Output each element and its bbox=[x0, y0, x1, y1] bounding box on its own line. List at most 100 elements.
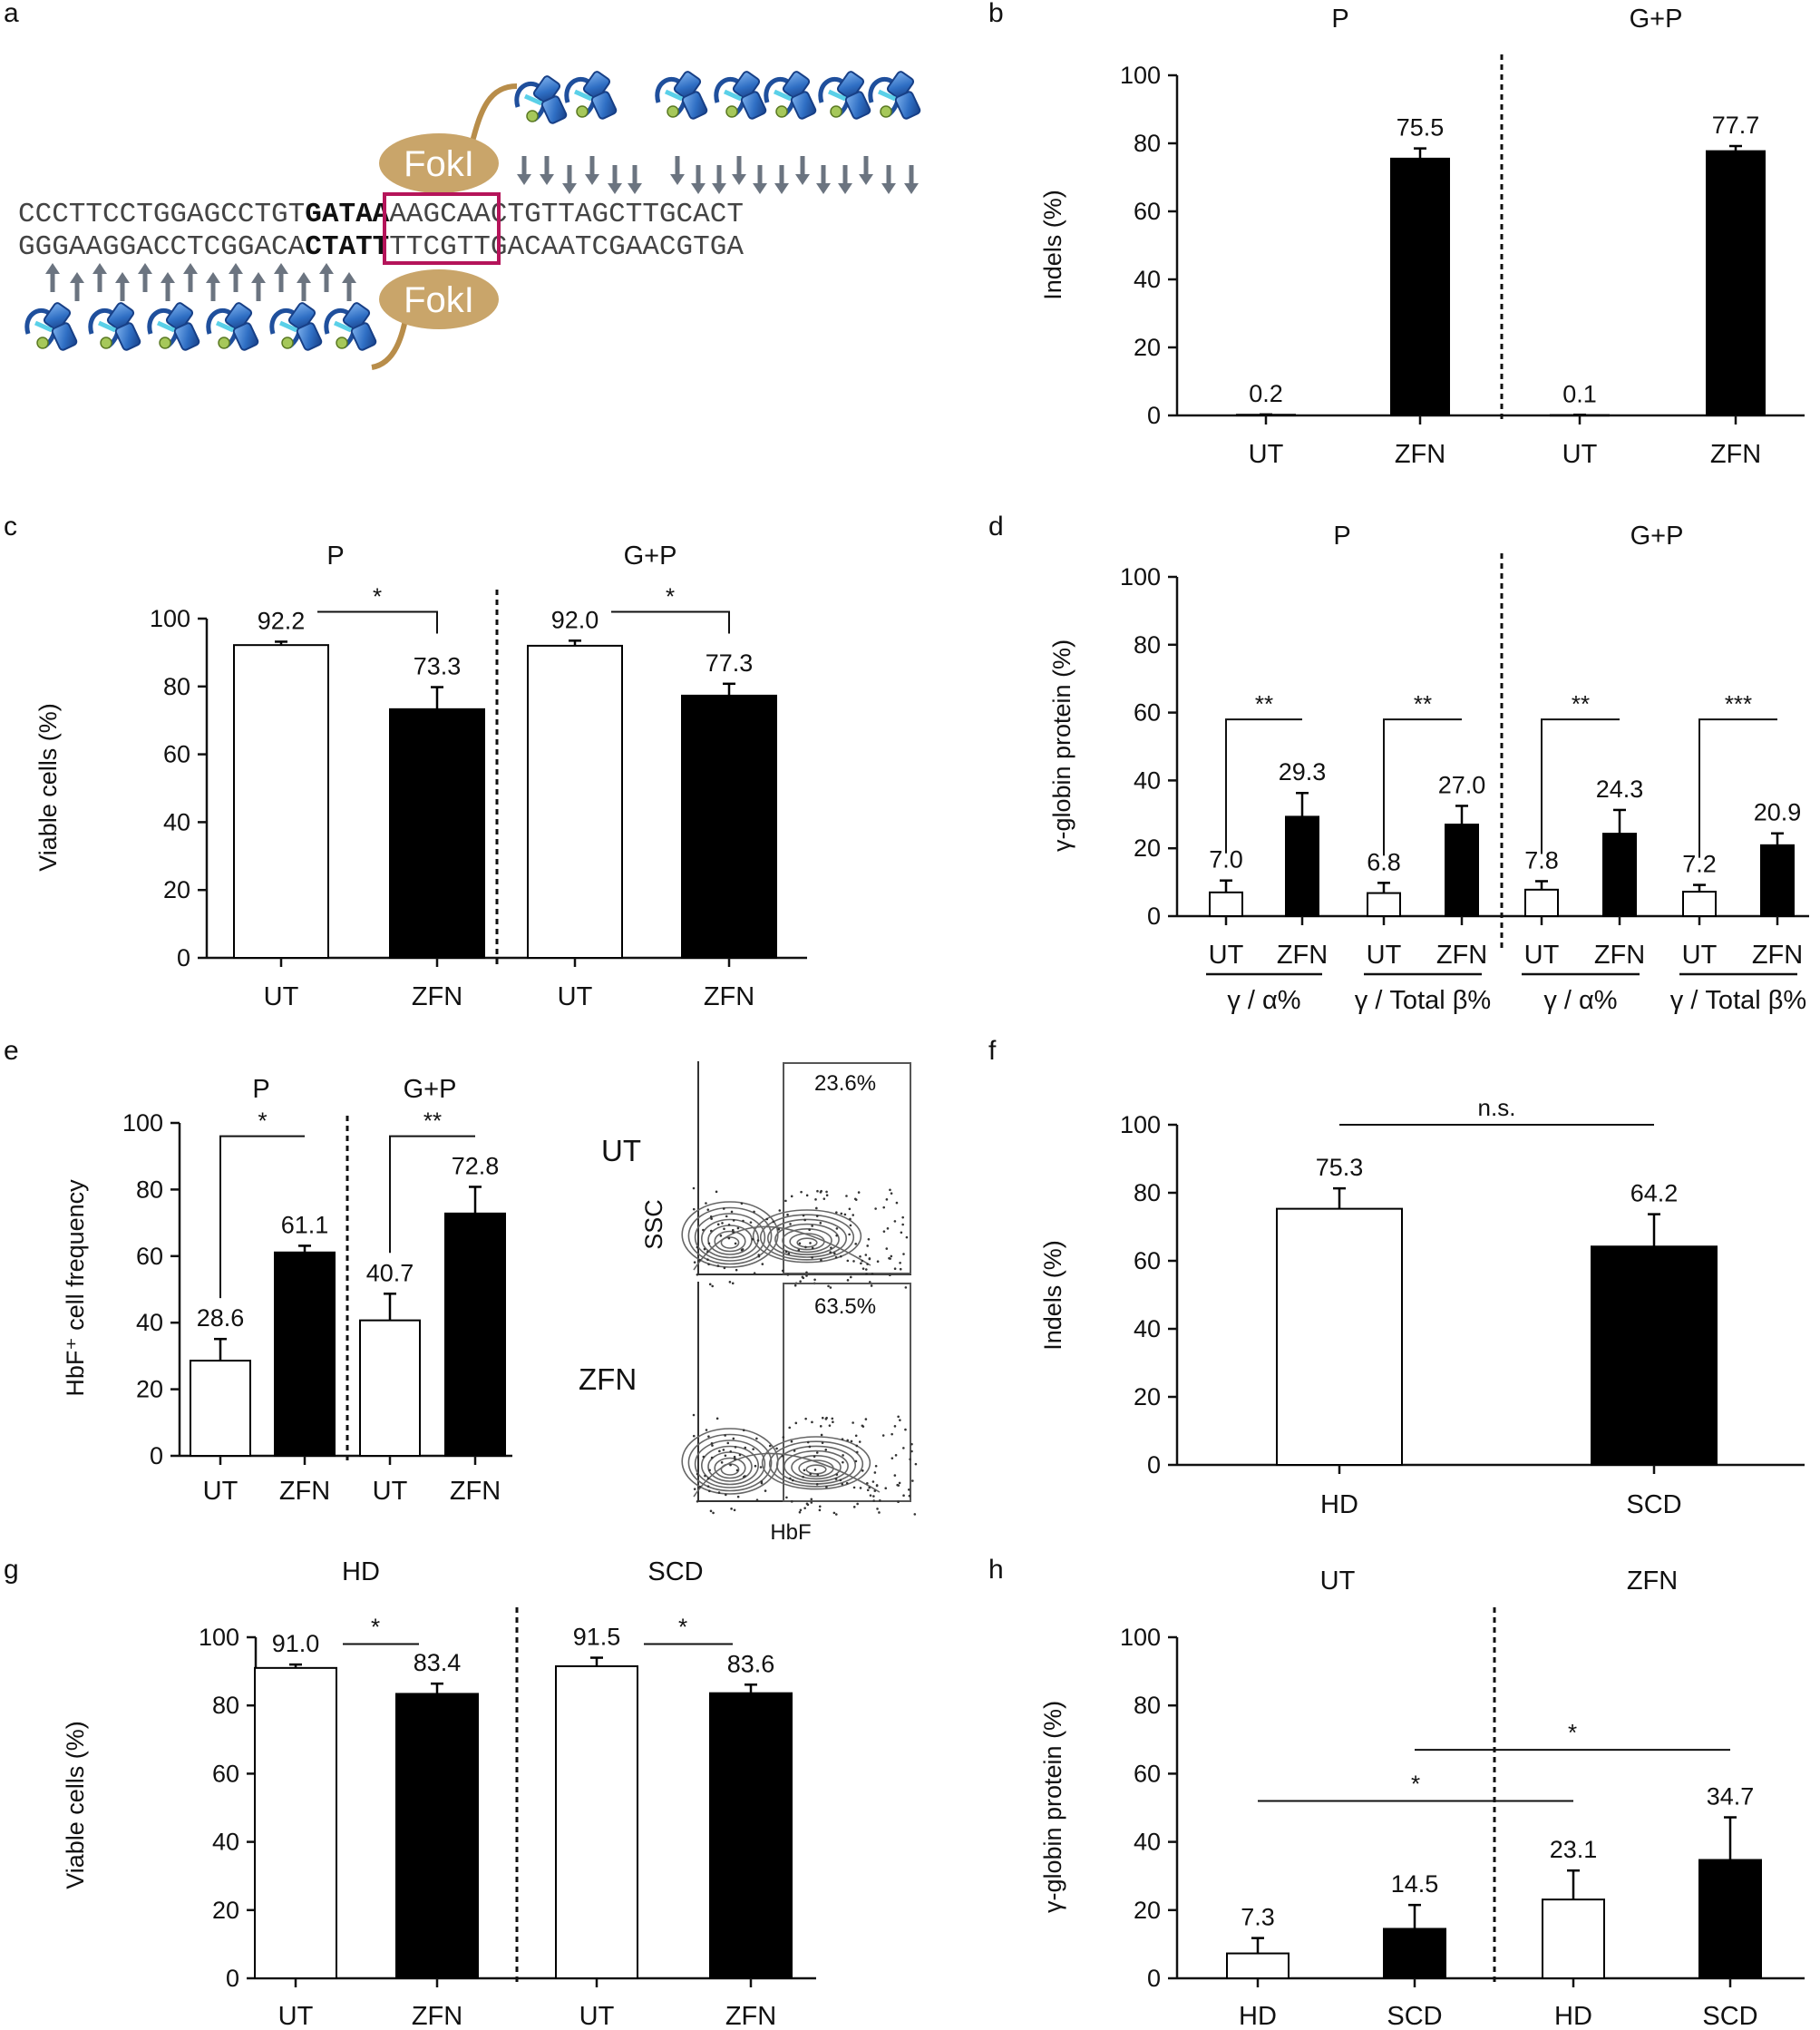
event-dot bbox=[716, 1223, 720, 1226]
event-dot bbox=[868, 1486, 871, 1489]
event-dot bbox=[889, 1274, 891, 1277]
event-dot bbox=[712, 1511, 715, 1515]
event-dot bbox=[904, 1286, 908, 1289]
event-dot bbox=[790, 1440, 793, 1443]
event-dot bbox=[810, 1501, 813, 1504]
event-dot bbox=[802, 1214, 805, 1217]
event-dot bbox=[831, 1417, 834, 1420]
data-label: 23.1 bbox=[1550, 1836, 1598, 1863]
event-dot bbox=[799, 1508, 803, 1512]
event-dot bbox=[881, 1434, 885, 1437]
event-dot bbox=[834, 1513, 838, 1516]
significance-label: *** bbox=[1725, 690, 1752, 717]
x-tick-label: HD bbox=[1239, 2002, 1277, 2030]
significance-bracket bbox=[317, 610, 438, 634]
event-dot bbox=[741, 1248, 745, 1251]
density-contour bbox=[768, 1440, 864, 1488]
event-dot bbox=[898, 1481, 901, 1485]
bar bbox=[1542, 1898, 1605, 1980]
panel-label-b: b bbox=[988, 0, 1004, 28]
event-dot bbox=[849, 1224, 852, 1227]
event-dot bbox=[846, 1439, 850, 1442]
event-dot bbox=[753, 1272, 756, 1274]
event-dot bbox=[790, 1195, 793, 1198]
event-dot bbox=[861, 1259, 864, 1263]
bar bbox=[1285, 815, 1319, 918]
event-dot bbox=[813, 1278, 816, 1282]
x-tick-label: UT bbox=[558, 982, 593, 1011]
event-dot bbox=[913, 1513, 917, 1516]
event-dot bbox=[730, 1508, 733, 1510]
event-dot bbox=[828, 1424, 832, 1427]
event-dot bbox=[866, 1488, 870, 1492]
significance-bracket bbox=[611, 610, 730, 634]
event-dot bbox=[710, 1217, 713, 1220]
y-tick-label: 20 bbox=[136, 1376, 163, 1403]
bar bbox=[1226, 1952, 1290, 1980]
event-dot bbox=[722, 1207, 725, 1210]
density-contour bbox=[687, 1206, 773, 1265]
event-dot bbox=[825, 1416, 828, 1420]
fokl-label-top: FokI bbox=[404, 144, 474, 184]
event-dot bbox=[890, 1192, 893, 1195]
event-dot bbox=[790, 1500, 793, 1503]
event-dot bbox=[749, 1221, 753, 1224]
chart-indels-f: 0 20 40 60 80 100 Indels (%) 75.3 HD 64.2 SCD n.s. bbox=[1039, 1094, 1805, 1519]
x-tick-label: SCD bbox=[1387, 2002, 1442, 2030]
event-dot bbox=[866, 1481, 869, 1485]
group-label: SCD bbox=[647, 1557, 703, 1586]
panel-label-e: e bbox=[4, 1036, 19, 1066]
significance-label: ** bbox=[1255, 690, 1273, 717]
event-dot bbox=[905, 1235, 909, 1239]
x-tick-label: UT bbox=[203, 1477, 238, 1506]
density-contour bbox=[782, 1227, 832, 1254]
bar bbox=[444, 1212, 506, 1457]
x-tick-label: UT bbox=[1249, 440, 1284, 469]
event-dot bbox=[849, 1217, 852, 1221]
event-dot bbox=[850, 1440, 853, 1443]
event-dot bbox=[825, 1190, 828, 1194]
significance-bracket bbox=[1383, 718, 1462, 856]
event-dot bbox=[816, 1473, 820, 1477]
event-dot bbox=[854, 1459, 858, 1463]
event-dot bbox=[715, 1417, 719, 1420]
event-dot bbox=[742, 1429, 745, 1432]
data-label: 64.2 bbox=[1630, 1180, 1679, 1207]
y-axis-label: γ-globin protein (%) bbox=[1048, 639, 1075, 852]
event-dot bbox=[751, 1237, 754, 1241]
event-dot bbox=[787, 1252, 791, 1255]
event-dot bbox=[715, 1190, 718, 1194]
event-dot bbox=[855, 1444, 859, 1448]
data-label: 0.2 bbox=[1249, 380, 1283, 407]
density-contour bbox=[700, 1445, 759, 1486]
zinc-finger-array-bottom bbox=[27, 302, 411, 370]
event-dot bbox=[866, 1244, 869, 1247]
event-dot bbox=[839, 1479, 842, 1482]
event-dot bbox=[710, 1441, 714, 1445]
density-contour bbox=[694, 1213, 766, 1262]
event-dot bbox=[793, 1283, 797, 1287]
bar bbox=[395, 1693, 479, 1980]
event-dot bbox=[728, 1281, 732, 1283]
event-dot bbox=[711, 1444, 714, 1447]
event-dot bbox=[717, 1491, 721, 1494]
event-dot bbox=[860, 1262, 862, 1265]
y-axis-label: HbF⁺ cell frequency bbox=[62, 1179, 89, 1397]
panel-label-d: d bbox=[988, 512, 1004, 542]
event-dot bbox=[735, 1268, 738, 1272]
event-dot bbox=[777, 1227, 781, 1231]
event-dot bbox=[852, 1506, 856, 1508]
event-dot bbox=[761, 1263, 764, 1265]
event-dot bbox=[825, 1486, 828, 1488]
event-dot bbox=[843, 1213, 847, 1216]
event-dot bbox=[784, 1250, 788, 1254]
event-dot bbox=[882, 1230, 886, 1233]
event-dot bbox=[893, 1425, 897, 1428]
significance-label: * bbox=[666, 583, 675, 610]
event-dot bbox=[702, 1455, 706, 1459]
event-dot bbox=[865, 1273, 868, 1275]
bar bbox=[1276, 1207, 1403, 1466]
x-tick-label: UT bbox=[1524, 941, 1560, 970]
event-dot bbox=[840, 1254, 842, 1258]
event-dot bbox=[867, 1237, 871, 1241]
